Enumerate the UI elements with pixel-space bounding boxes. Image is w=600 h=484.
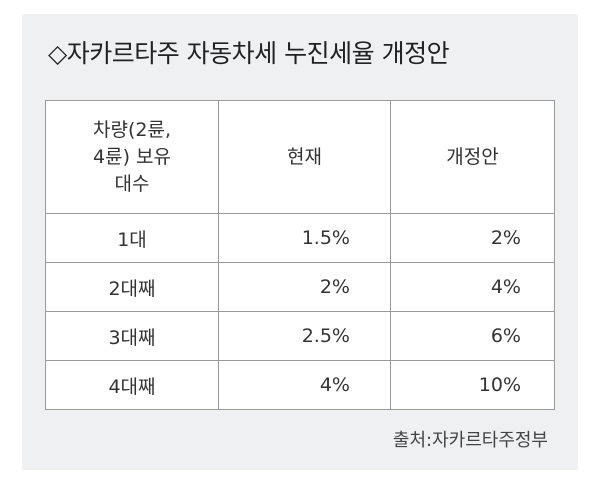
source: 출처:자카르타주정부 xyxy=(392,430,548,451)
header-line: 4륜) 보유 xyxy=(93,145,171,168)
table-row: 1대 1.5% 2% xyxy=(45,213,555,263)
panel: ◇자카르타주 자동차세 누진세율 개정안 차량(2륜, 4륜) 보유 대수 현재… xyxy=(22,14,578,470)
table-cell: 10% xyxy=(390,360,555,410)
table-row: 4대째 4% 10% xyxy=(45,360,555,410)
title: ◇자카르타주 자동차세 누진세율 개정안 xyxy=(48,39,450,68)
header-cell: 현재 xyxy=(218,100,391,214)
table-cell: 1.5% xyxy=(218,213,391,263)
table-header: 차량(2륜, 4륜) 보유 대수 현재 개정안 xyxy=(45,100,555,214)
header-line: 대수 xyxy=(114,172,150,195)
table-row: 3대째 2.5% 6% xyxy=(45,311,555,361)
table-cell: 2.5% xyxy=(218,311,391,361)
table-cell: 3대째 xyxy=(45,311,219,361)
header-row: 차량(2륜, 4륜) 보유 대수 현재 개정안 xyxy=(45,100,555,214)
table-cell: 4대째 xyxy=(45,360,219,410)
table-cell: 4% xyxy=(390,262,555,312)
table-cell: 4% xyxy=(218,360,391,410)
table-cell: 1대 xyxy=(45,213,219,263)
header-cell: 개정안 xyxy=(390,100,555,214)
table-cell: 2대째 xyxy=(45,262,219,312)
tax-table: 차량(2륜, 4륜) 보유 대수 현재 개정안 1대 1.5% 2% 2대째 2% 4% 3… xyxy=(45,100,555,410)
table-cell: 2% xyxy=(218,262,391,312)
table-cell: 2% xyxy=(390,213,555,263)
table-body: 1대 1.5% 2% 2대째 2% 4% 3대째 2.5% 6% 4대째 4% 10% xyxy=(45,213,555,410)
table-row: 2대째 2% 4% xyxy=(45,262,555,312)
table-cell: 6% xyxy=(390,311,555,361)
header-line: 차량(2륜, xyxy=(93,118,171,141)
header-cell: 차량(2륜, 4륜) 보유 대수 xyxy=(45,100,219,214)
